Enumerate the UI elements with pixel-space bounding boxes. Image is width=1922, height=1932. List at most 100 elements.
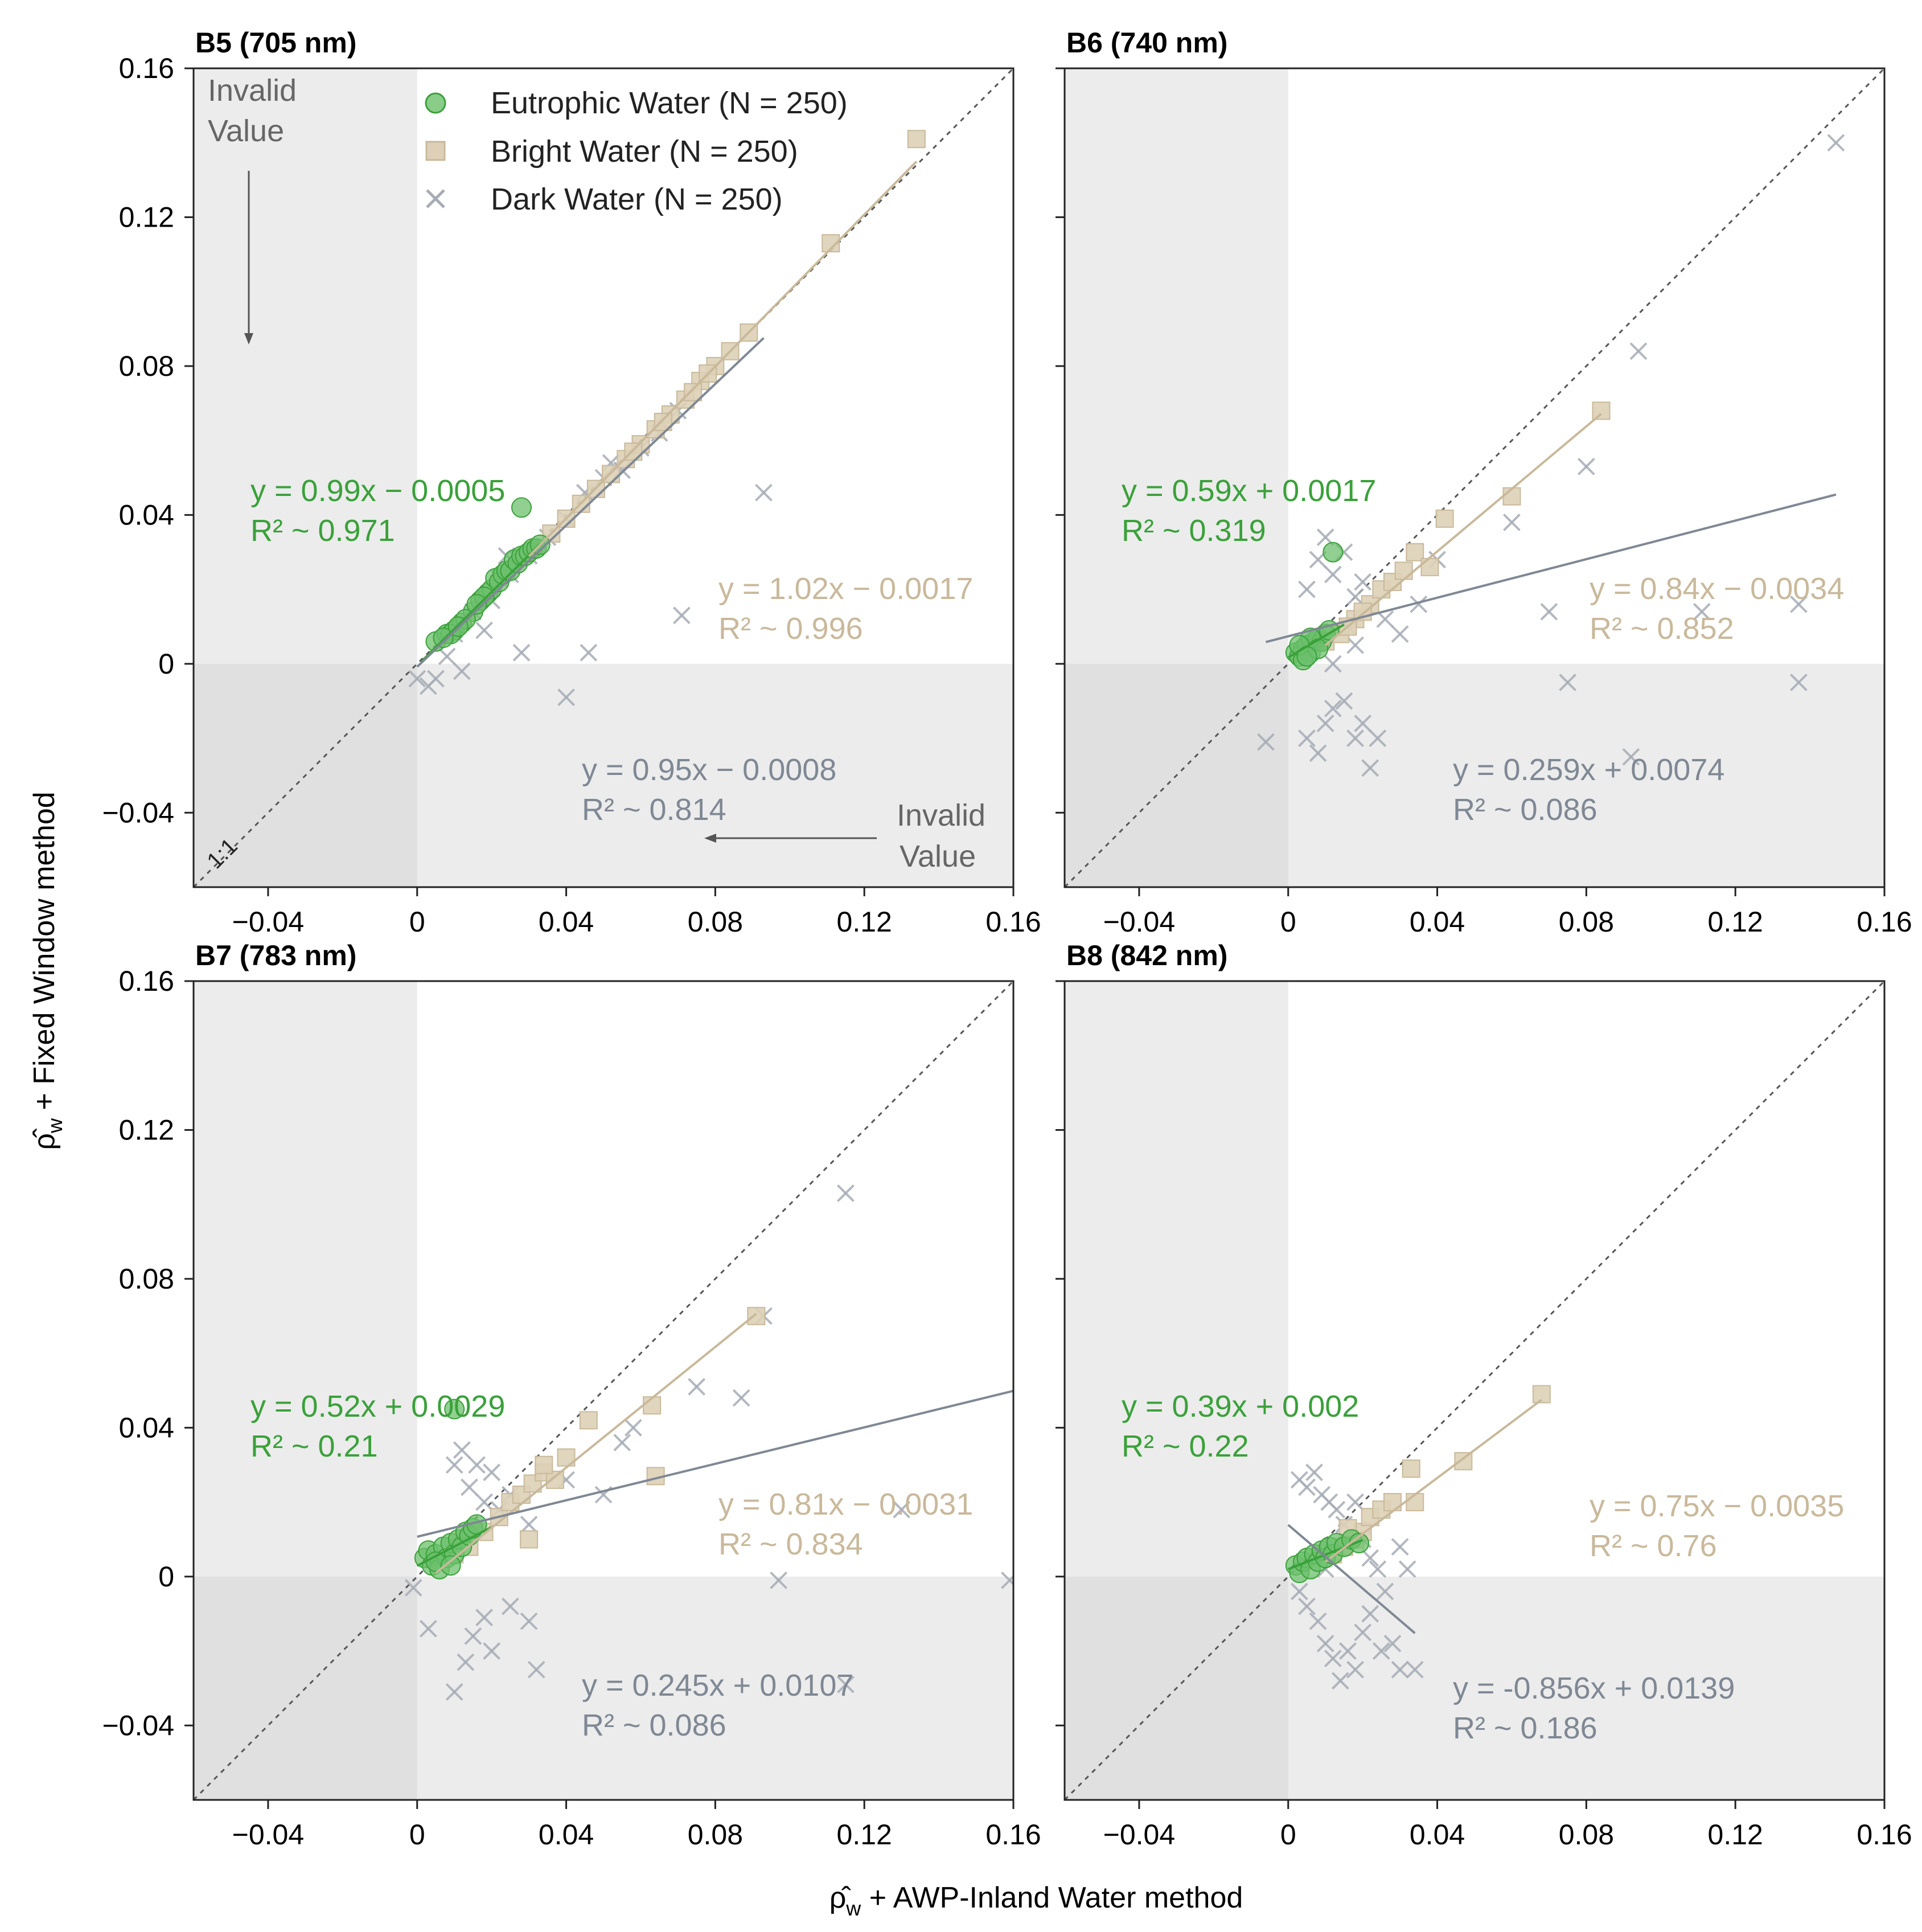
y-tick-label: 0	[158, 1561, 174, 1593]
eutrophic-fit-line	[1288, 1539, 1364, 1570]
dark-point	[1331, 1672, 1349, 1690]
bright-equation: y = 0.75x − 0.0035	[1590, 1489, 1844, 1523]
bright-equation: y = 1.02x − 0.0017	[718, 572, 973, 606]
dark-point-stroke	[1372, 1642, 1390, 1660]
bright-equation: y = 0.84x − 0.0034	[1590, 572, 1844, 606]
dark-point-stroke	[1827, 134, 1845, 152]
dark-point-stroke	[893, 1500, 911, 1519]
y-tick-label: −0.04	[102, 1709, 174, 1741]
legend: Eutrophic Water (N = 250) Bright Water (…	[425, 86, 848, 216]
eutrophic-point	[444, 1398, 465, 1420]
dark-point	[1339, 1642, 1357, 1660]
dark-point	[1391, 625, 1409, 643]
x-tick-label: 0.16	[1857, 906, 1912, 938]
dark-point-stroke	[1346, 729, 1364, 747]
y-tick-label: 0.04	[119, 1412, 174, 1443]
dark-point-stroke	[475, 1493, 493, 1511]
dark-point	[893, 1500, 911, 1519]
dark-point-stroke	[1346, 1660, 1364, 1679]
eutrophic-equation: y = 0.39x + 0.002	[1122, 1389, 1359, 1424]
dark-point-stroke	[475, 1609, 493, 1627]
dark-point	[1298, 1597, 1316, 1615]
dark-point-stroke	[460, 1478, 478, 1496]
dark-point	[732, 1389, 750, 1407]
panel-title: B5 (705 nm)	[195, 27, 356, 59]
panels: −0.04 0 0.04 0.08 0.12 0.16 −0.04 0 0.04 0.08 0.12…	[102, 27, 1912, 1851]
dark-point-stroke	[837, 1184, 855, 1202]
bright-point	[643, 1396, 662, 1415]
bright-point	[1435, 509, 1454, 528]
x-tick-label: 0.16	[985, 1819, 1041, 1851]
y-tick-label: 0.08	[119, 350, 174, 382]
dark-point-stroke	[1391, 1660, 1409, 1679]
dark-point	[1410, 595, 1428, 613]
eutrophic-equation: y = 0.52x + 0.0029	[250, 1389, 505, 1424]
dark-point	[1324, 699, 1342, 717]
eutrophic-point	[511, 497, 532, 518]
dark-point-stroke	[468, 1456, 486, 1474]
eutrophic-point	[433, 627, 454, 649]
bright-fit-line	[1324, 413, 1602, 646]
y-tick-label: 0.16	[119, 965, 174, 997]
bright-fit-line	[1324, 1398, 1543, 1563]
dark-point-stroke	[1346, 1493, 1364, 1511]
dark-point	[1376, 610, 1394, 628]
x-tick-label: 0.12	[837, 906, 892, 938]
legend-eutrophic-label: Eutrophic Water (N = 250)	[491, 86, 848, 120]
invalid-region-y	[1288, 663, 1884, 887]
dark-point-stroke	[1324, 655, 1342, 673]
x-tick-label: 0.12	[1708, 906, 1763, 938]
bright-r-squared: R² ~ 0.834	[718, 1527, 863, 1561]
x-tick-label: −0.04	[232, 906, 305, 938]
eutrophic-point	[1323, 542, 1344, 563]
dark-point-stroke	[1309, 1612, 1327, 1630]
plot-frame	[1063, 67, 1886, 888]
dark-point-stroke	[520, 1612, 538, 1630]
dark-point	[1346, 1493, 1364, 1511]
dark-point-stroke	[1335, 692, 1353, 710]
dark-point	[408, 670, 426, 688]
y-tick-label: −0.04	[102, 797, 174, 828]
dark-point	[1001, 1571, 1013, 1589]
dark-point	[1790, 674, 1808, 691]
dark-point	[1693, 602, 1711, 621]
dark-r-squared: R² ~ 0.814	[582, 793, 726, 827]
eutrophic-point	[466, 594, 487, 615]
dark-point	[1309, 744, 1327, 762]
dark-point-stroke	[1331, 1672, 1349, 1690]
dark-point-stroke	[457, 1653, 475, 1671]
dark-point-stroke	[624, 1418, 642, 1437]
invalid-region-y	[417, 663, 1013, 887]
dark-point	[673, 606, 691, 625]
panel-3: −0.04 0 0.04 0.08 0.12 0.16 −0.04 0 0.04 0.08 0.12…	[102, 940, 1041, 1851]
dark-point	[1361, 759, 1379, 777]
y-axis-label: ρ̂w + Fixed Window method	[28, 791, 67, 1150]
invalid-bottom-line2: Value	[900, 839, 976, 873]
dark-point	[1577, 457, 1595, 475]
invalid-top-arrowhead	[244, 333, 253, 344]
dark-point	[1383, 1635, 1402, 1652]
dark-point	[457, 1653, 475, 1671]
dark-point-stroke	[1376, 1582, 1394, 1601]
plot-frame	[192, 67, 1015, 888]
dark-point-stroke	[1328, 1500, 1346, 1519]
dark-point	[1406, 1660, 1424, 1679]
dark-point-stroke	[1298, 729, 1316, 747]
dark-point-stroke	[1376, 610, 1394, 628]
dark-r-squared: R² ~ 0.086	[1453, 793, 1597, 827]
eutrophic-equation: y = 0.59x + 0.0017	[1122, 474, 1376, 508]
dark-point-stroke	[445, 1683, 463, 1701]
bright-point	[520, 1530, 539, 1549]
plot-area	[194, 68, 1013, 887]
x-tick-label: 0.16	[985, 906, 1041, 938]
dark-point-stroke	[427, 670, 445, 688]
eutrophic-equation: y = 0.99x − 0.0005	[250, 474, 505, 508]
eutrophic-r-squared: R² ~ 0.319	[1122, 514, 1266, 548]
dark-fit-line	[1287, 1524, 1416, 1634]
dark-point-stroke	[1410, 595, 1428, 613]
bright-point	[747, 1307, 766, 1326]
y-tick-label: 0.12	[119, 1114, 174, 1146]
dark-point-stroke	[501, 1597, 519, 1615]
dark-point-stroke	[1001, 1574, 1013, 1589]
